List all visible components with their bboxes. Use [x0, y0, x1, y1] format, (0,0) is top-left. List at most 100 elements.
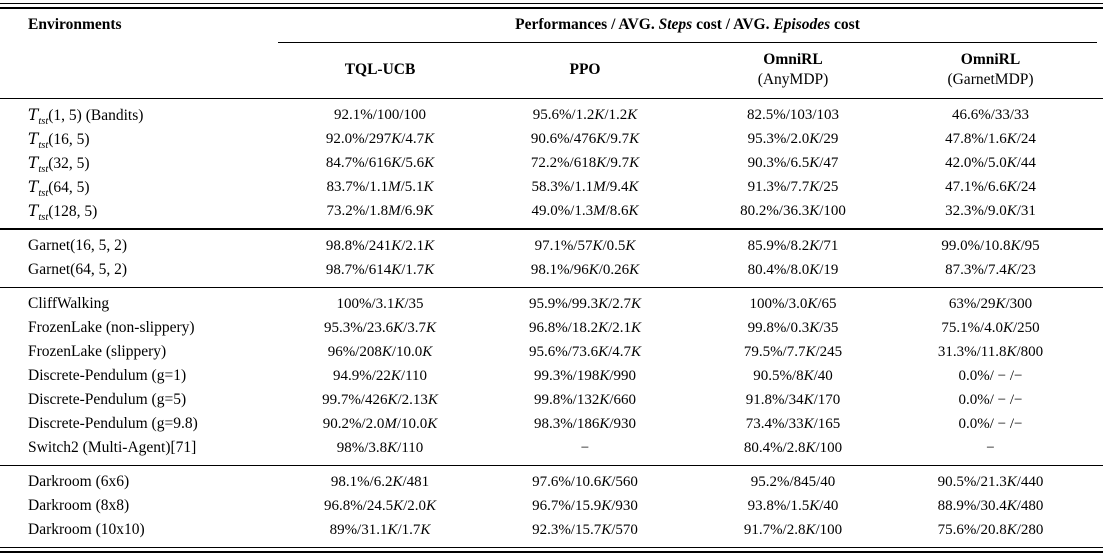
value-cell: 91.8%/34K/170	[745, 391, 841, 408]
column-name: PPO	[569, 61, 601, 79]
table-row: CliffWalking 100%/3.1K/35 95.9%/99.3K/2.7K…	[0, 292, 1103, 316]
value-cell: 75.6%/20.8K/280	[937, 521, 1044, 538]
value-cell: 90.5%/21.3K/440	[937, 473, 1044, 490]
table-row: Ttst(16, 5) 92.0%/297K/4.7K 90.6%/476K/9.7…	[0, 128, 1103, 152]
value-cell: 91.3%/7.7K/25	[747, 179, 839, 196]
header-body-rule	[0, 97, 1103, 100]
value-cell: 83.7%/1.1M/5.1K	[326, 179, 434, 196]
value-cell: 92.1%/100/100	[333, 107, 427, 124]
value-cell: 0.0%/ − /−	[958, 415, 1023, 432]
env-label: Garnet(16, 5, 2)	[28, 237, 127, 255]
value-cell: 99.3%/198K/990	[533, 367, 637, 384]
value-cell: 31.3%/11.8K/800	[937, 343, 1044, 360]
table-row: Discrete-Pendulum (g=1) 94.9%/22K/110 99.3…	[0, 364, 1103, 388]
value-cell: 95.9%/99.3K/2.7K	[528, 295, 642, 312]
env-label: Ttst(32, 5)	[28, 154, 90, 176]
table-row: Ttst(32, 5) 84.7%/616K/5.6K 72.2%/618K/9.7…	[0, 152, 1103, 176]
value-cell: 58.3%/1.1M/9.4K	[531, 179, 639, 196]
env-label: FrozenLake (slippery)	[28, 343, 167, 361]
table-row: Ttst(64, 5) 83.7%/1.1M/5.1K 58.3%/1.1M/9.4…	[0, 176, 1103, 200]
value-cell: 0.0%/ − /−	[958, 391, 1023, 408]
row-group-1: Garnet(16, 5, 2) 98.8%/241K/2.1K 97.1%/57K…	[0, 230, 1103, 287]
value-cell: 96%/208K/10.0K	[327, 343, 433, 360]
value-cell: 98%/3.8K/110	[336, 439, 424, 456]
value-cell: 92.3%/15.7K/570	[532, 521, 638, 538]
value-cell: −	[986, 439, 995, 456]
value-cell: 94.9%/22K/110	[332, 367, 428, 384]
value-cell: 95.6%/1.2K/1.2K	[532, 107, 638, 124]
script-T: T	[28, 130, 39, 149]
table-row: Ttst(1, 5) (Bandits) 92.1%/100/100 95.6%/1…	[0, 104, 1103, 128]
table-header-row-1: Environments Performances / AVG. Steps c…	[0, 9, 1103, 42]
value-cell: 90.6%/476K/9.7K	[530, 131, 640, 148]
value-cell: 72.2%/618K/9.7K	[530, 155, 640, 172]
value-cell: 82.5%/103/103	[746, 107, 840, 124]
value-cell: 98.1%/6.2K/481	[330, 473, 430, 490]
group-separator-rule	[0, 464, 1103, 466]
env-label: CliffWalking	[28, 295, 110, 313]
table-row: Ttst(128, 5) 73.2%/1.8M/6.9K 49.0%/1.3M/8.…	[0, 200, 1103, 224]
value-cell: 46.6%/33/33	[951, 107, 1030, 124]
script-T: T	[28, 154, 39, 173]
column-headers: TQL-UCB PPO OmniRL (AnyMDP) OmniRL (GarnetMDP…	[0, 43, 1103, 98]
table-row: Darkroom (6x6) 98.1%/6.2K/481 97.6%/10.6K/…	[0, 470, 1103, 494]
value-cell: 97.1%/57K/0.5K	[534, 237, 636, 254]
column-header-tql-ucb: TQL-UCB	[278, 60, 482, 80]
table-row: FrozenLake (slippery) 96%/208K/10.0K 95.6%…	[0, 340, 1103, 364]
row-group-3: Darkroom (6x6) 98.1%/6.2K/481 97.6%/10.6K/…	[0, 466, 1103, 547]
value-cell: 63%/29K/300	[948, 295, 1033, 312]
value-cell: 93.8%/1.5K/40	[747, 497, 839, 514]
table-row: Darkroom (8x8) 96.8%/24.5K/2.0K 96.7%/15.9…	[0, 494, 1103, 518]
table-row: FrozenLake (non-slippery) 95.3%/23.6K/3.7…	[0, 316, 1103, 340]
bottom-rule	[0, 546, 1103, 553]
value-cell: 73.4%/33K/165	[745, 415, 841, 432]
value-cell: 0.0%/ − /−	[958, 367, 1023, 384]
value-cell: 91.7%/2.8K/100	[743, 521, 843, 538]
env-label: Darkroom (6x6)	[28, 473, 130, 491]
group-separator-rule	[0, 228, 1103, 230]
value-cell: 90.3%/6.5K/47	[747, 155, 839, 172]
column-subname: (GarnetMDP)	[947, 71, 1034, 89]
value-cell: 99.8%/0.3K/35	[747, 319, 839, 336]
value-cell: −	[580, 439, 590, 456]
env-label: Ttst(16, 5)	[28, 130, 90, 152]
value-cell: 95.3%/23.6K/3.7K	[323, 319, 437, 336]
row-group-2: CliffWalking 100%/3.1K/35 95.9%/99.3K/2.7K…	[0, 288, 1103, 465]
value-cell: 32.3%/9.0K/31	[945, 203, 1036, 220]
value-cell: 95.2%/845/40	[750, 473, 836, 490]
group-separator-rule	[0, 286, 1103, 288]
column-header-omnirl-anymdp: OmniRL (AnyMDP)	[688, 50, 898, 90]
value-cell: 75.1%/4.0K/250	[941, 319, 1040, 336]
table-row: Garnet(16, 5, 2) 98.8%/241K/2.1K 97.1%/57K…	[0, 234, 1103, 258]
script-T: T	[28, 106, 39, 125]
value-cell: 49.0%/1.3M/8.6K	[531, 203, 639, 220]
table-body: Ttst(1, 5) (Bandits) 92.1%/100/100 95.6%/1…	[0, 99, 1103, 547]
value-cell: 96.7%/15.9K/930	[532, 497, 638, 514]
value-cell: 85.9%/8.2K/71	[747, 237, 839, 254]
value-cell: 90.2%/2.0M/10.0K	[322, 415, 438, 432]
column-subname: (AnyMDP)	[757, 71, 829, 89]
value-cell: 47.8%/1.6K/24	[945, 131, 1036, 148]
value-cell: 98.8%/241K/2.1K	[325, 237, 435, 254]
table-row: Darkroom (10x10) 89%/31.1K/1.7K 92.3%/15.7…	[0, 518, 1103, 542]
env-label: Discrete-Pendulum (g=1)	[28, 367, 187, 385]
value-cell: 92.0%/297K/4.7K	[325, 131, 435, 148]
value-cell: 87.3%/7.4K/23	[945, 261, 1036, 278]
env-label: Discrete-Pendulum (g=9.8)	[28, 415, 198, 433]
top-rule	[0, 3, 1103, 9]
value-cell: 79.5%/7.7K/245	[743, 343, 843, 360]
value-cell: 80.4%/2.8K/100	[743, 439, 843, 456]
value-cell: 42.0%/5.0K/44	[945, 155, 1036, 172]
env-label: Ttst(64, 5)	[28, 178, 90, 200]
table-row: Discrete-Pendulum (g=9.8) 90.2%/2.0M/10.0…	[0, 412, 1103, 436]
env-label: Darkroom (10x10)	[28, 521, 145, 539]
value-cell: 47.1%/6.6K/24	[945, 179, 1036, 196]
value-cell: 80.4%/8.0K/19	[747, 261, 839, 278]
env-label: Switch2 (Multi-Agent)[71]	[28, 439, 197, 457]
env-label: Darkroom (8x8)	[28, 497, 130, 515]
value-cell: 95.3%/2.0K/29	[747, 131, 839, 148]
value-cell: 89%/31.1K/1.7K	[329, 521, 431, 538]
script-T: T	[28, 202, 39, 221]
value-cell: 98.1%/96K/0.26K	[530, 261, 640, 278]
